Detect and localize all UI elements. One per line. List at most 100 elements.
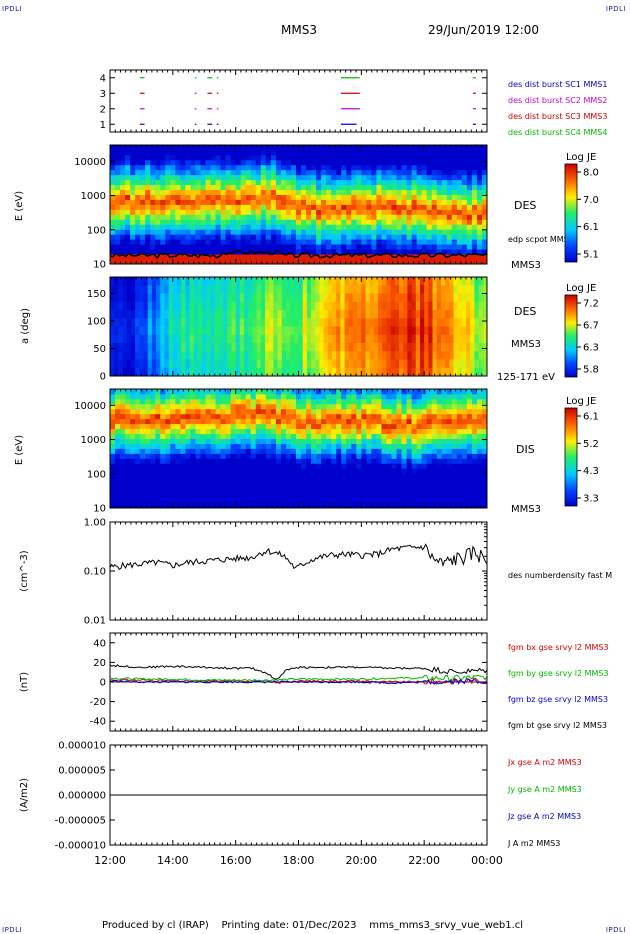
spectrogram-cell <box>386 224 392 230</box>
ytick-label: 1.00 <box>84 518 106 529</box>
spectrogram-cell <box>200 483 206 489</box>
spectrogram-cell <box>200 453 206 459</box>
spectrogram-cell <box>250 149 257 156</box>
spectrogram-cell <box>260 428 267 435</box>
spectrogram-cell <box>202 293 207 303</box>
spectrogram-cell <box>245 189 252 195</box>
spectrogram-cell <box>466 277 471 286</box>
spectrogram-cell <box>164 318 170 327</box>
spectrogram-cell <box>214 351 220 360</box>
spectrogram-cell <box>256 310 262 319</box>
spectrogram-cell <box>331 249 337 255</box>
spectrogram-cell <box>252 310 258 319</box>
spectrogram-cell <box>240 473 247 479</box>
spectrogram-cell <box>240 488 247 494</box>
spectrogram-cell <box>110 244 116 250</box>
spectrogram-cell <box>421 458 428 464</box>
spectrogram-cell <box>110 413 116 420</box>
spectrogram-cell <box>466 293 471 303</box>
spectrogram-cell <box>461 145 468 151</box>
spectrogram-cell <box>245 463 252 469</box>
spectrogram-cell <box>336 145 342 151</box>
spectrogram-cell <box>145 249 151 255</box>
spectrogram-cell <box>415 277 421 286</box>
spectrogram-cell <box>255 423 262 430</box>
spectrogram-cell <box>280 483 287 489</box>
spectrogram-cell <box>290 219 297 225</box>
ytick-label: 10000 <box>74 401 106 412</box>
spectrogram-cell <box>165 453 171 459</box>
colorbar-tick-label: 7.0 <box>583 195 599 206</box>
spectrogram-cell <box>332 334 337 344</box>
ytick-label: 100 <box>87 225 106 236</box>
spectrogram-cell <box>165 174 171 181</box>
spectrogram-cell <box>245 214 252 220</box>
spectrogram-cell <box>396 159 402 166</box>
spectrogram-cell <box>195 423 201 430</box>
spectrogram-cell <box>240 194 247 200</box>
spectrogram-cell <box>461 159 468 166</box>
spectrogram-cell <box>449 318 454 327</box>
spectrogram-cell <box>341 503 347 509</box>
spectrogram-cell <box>306 285 312 294</box>
spectrogram-cell <box>441 483 448 489</box>
spectrogram-cell <box>120 164 126 171</box>
spectrogram-cell <box>239 343 245 352</box>
spectrogram-cell <box>160 398 166 405</box>
spectrogram-cell <box>290 154 297 161</box>
spectrogram-cell <box>332 367 337 377</box>
spectrogram-cell <box>332 318 337 327</box>
spectrogram-cell <box>250 413 257 420</box>
spectrogram-cell <box>348 310 354 319</box>
spectrogram-cell <box>446 209 453 215</box>
spectrogram-cell <box>426 194 433 200</box>
spectrogram-cell <box>195 204 201 210</box>
spectrogram-cell <box>115 194 121 200</box>
spectrogram-cell <box>140 145 146 151</box>
spectrogram-cell <box>225 219 232 225</box>
spectrogram-cell <box>275 159 282 166</box>
spectrogram-cell <box>244 301 249 311</box>
spectrogram-cell <box>200 154 206 161</box>
spectrogram-cell <box>478 334 484 344</box>
spectrogram-cell <box>446 199 453 205</box>
spectrogram-cell <box>290 164 297 171</box>
spectrogram-cell <box>436 194 443 200</box>
spectrogram-cell <box>381 184 387 191</box>
spectrogram-cell <box>431 438 438 444</box>
spectrogram-cell <box>466 326 471 336</box>
spectrogram-cell <box>230 413 237 420</box>
spectrogram-cell <box>431 473 438 479</box>
spectrogram-cell <box>110 174 116 181</box>
spectrogram-cell <box>326 398 332 405</box>
spectrogram-cell <box>168 334 174 344</box>
spectrogram-cell <box>245 478 252 484</box>
spectrogram-cell <box>481 443 488 449</box>
spectrogram-cell <box>436 224 443 230</box>
spectrogram-cell <box>336 403 342 410</box>
spectrogram-cell <box>220 145 227 151</box>
spectrogram-cell <box>471 433 478 439</box>
spectrogram-cell <box>326 443 332 449</box>
spectrogram-cell <box>456 179 463 186</box>
spectrogram-cell <box>190 149 196 156</box>
spectrogram-cell <box>457 318 463 327</box>
spectrogram-cell <box>235 204 242 210</box>
spectrogram-cell <box>406 249 412 255</box>
spectrogram-cell <box>406 453 412 459</box>
spectrogram-cell <box>175 159 181 166</box>
spectrogram-cell <box>391 473 397 479</box>
spectrogram-cell <box>421 413 428 420</box>
spectrogram-cell <box>471 393 478 400</box>
spectrogram-cell <box>177 310 182 319</box>
spectrogram-cell <box>150 389 156 395</box>
spectrogram-cell <box>150 219 156 225</box>
spectrogram-cell <box>235 398 242 405</box>
spectrogram-cell <box>135 179 141 186</box>
spectrogram-cell <box>160 159 166 166</box>
spectrogram-cell <box>285 189 292 195</box>
spectrogram-cell <box>326 498 332 504</box>
spectrogram-cell <box>210 145 216 151</box>
spectrogram-cell <box>270 169 277 176</box>
spectrogram-cell <box>145 458 151 464</box>
